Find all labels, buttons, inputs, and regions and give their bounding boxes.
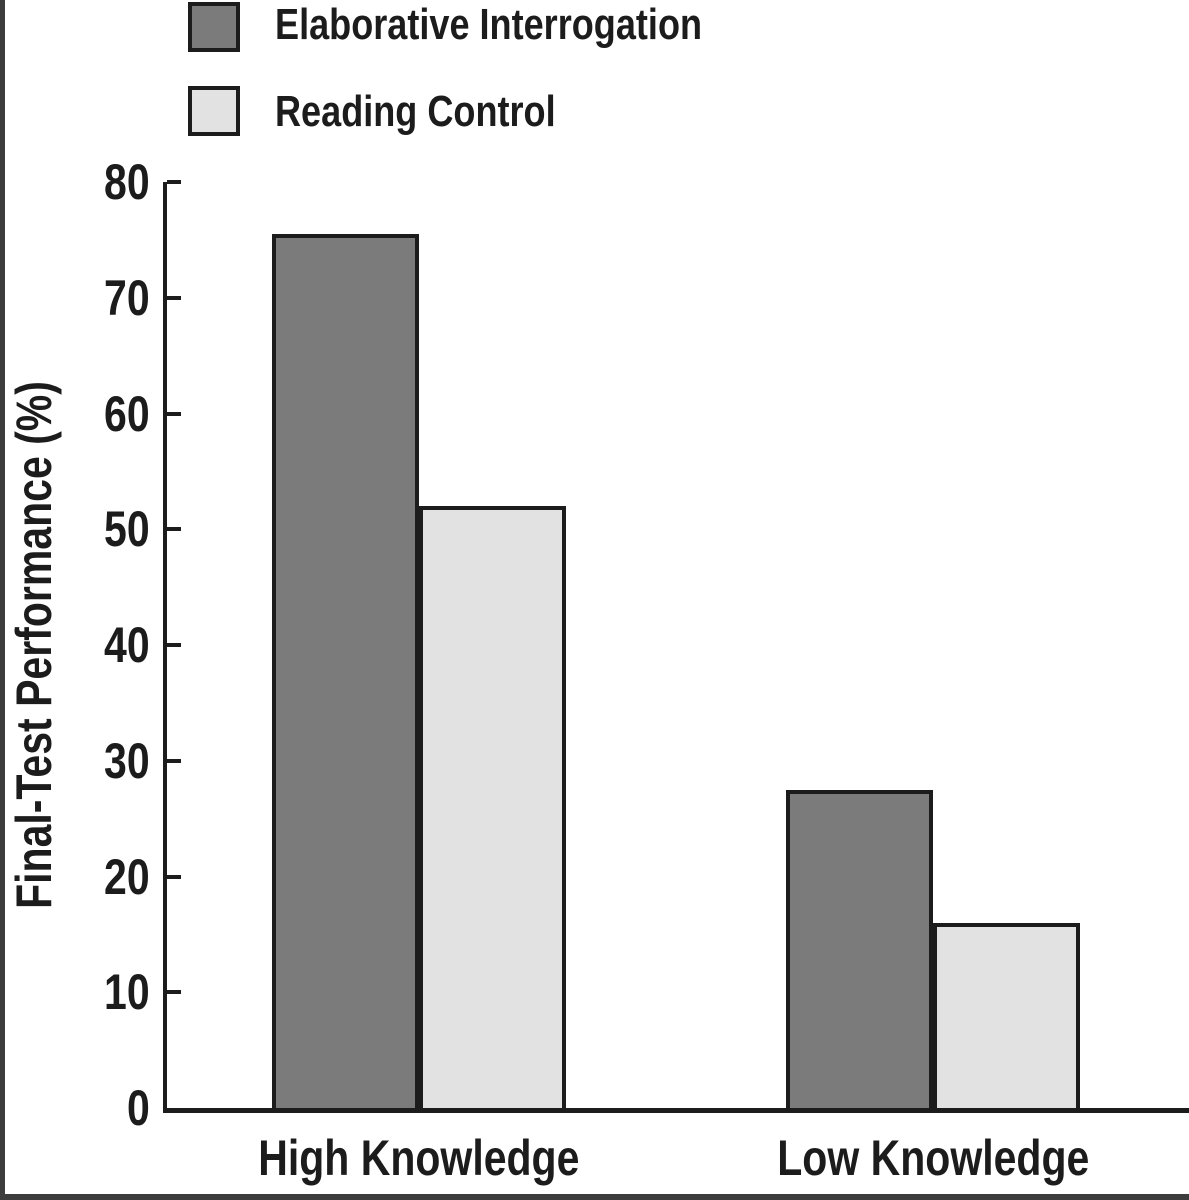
bar-reading-control-low-knowledge xyxy=(933,923,1080,1112)
legend-swatch-reading-control xyxy=(188,86,240,136)
y-axis-tick-label-row-20: 20 xyxy=(0,847,150,907)
y-axis-tick-label-row-50: 50 xyxy=(0,499,150,559)
y-axis-tick-label-row-60: 60 xyxy=(0,384,150,444)
y-axis-tick-70 xyxy=(167,296,181,300)
page-bottom-border xyxy=(0,1194,1189,1200)
y-axis-tick-50 xyxy=(167,527,181,531)
y-axis-tick-20 xyxy=(167,875,181,879)
y-axis-tick-60 xyxy=(167,412,181,416)
y-axis-tick-label-80: 80 xyxy=(104,154,150,210)
y-axis-tick-label-70: 70 xyxy=(104,270,150,326)
y-axis-tick-30 xyxy=(167,759,181,763)
y-axis-tick-label-row-30: 30 xyxy=(0,731,150,791)
legend-swatch-elaborative-interrogation xyxy=(188,2,240,52)
bar-elaborative-interrogation-high-knowledge xyxy=(272,234,419,1112)
legend-label-elaborative-interrogation: Elaborative Interrogation xyxy=(275,0,703,49)
y-axis-tick-label-30: 30 xyxy=(104,733,150,789)
y-axis-tick-label-row-10: 10 xyxy=(0,962,150,1022)
y-axis-tick-label-40: 40 xyxy=(104,617,150,673)
y-axis-line xyxy=(163,182,167,1108)
y-axis-tick-label-row-0: 0 xyxy=(0,1078,150,1138)
y-axis-tick-80 xyxy=(167,180,181,184)
y-axis-tick-label-0: 0 xyxy=(127,1080,150,1136)
y-axis-tick-label-row-70: 70 xyxy=(0,268,150,328)
y-axis-tick-label-row-40: 40 xyxy=(0,615,150,675)
y-axis-tick-label-row-80: 80 xyxy=(0,152,150,212)
y-axis-tick-label-20: 20 xyxy=(104,849,150,905)
y-axis-tick-label-60: 60 xyxy=(104,386,150,442)
y-axis-tick-40 xyxy=(167,643,181,647)
x-axis-line xyxy=(163,1108,1189,1113)
bar-reading-control-high-knowledge xyxy=(419,506,566,1112)
bar-elaborative-interrogation-low-knowledge xyxy=(786,790,933,1112)
page-left-border xyxy=(0,0,5,1200)
y-axis-tick-label-10: 10 xyxy=(104,964,150,1020)
y-axis-tick-label-50: 50 xyxy=(104,501,150,557)
x-category-label-high-knowledge: High Knowledge xyxy=(258,1130,580,1186)
x-category-label-low-knowledge: Low Knowledge xyxy=(776,1130,1090,1186)
legend-label-reading-control: Reading Control xyxy=(275,87,556,136)
y-axis-tick-10 xyxy=(167,990,181,994)
